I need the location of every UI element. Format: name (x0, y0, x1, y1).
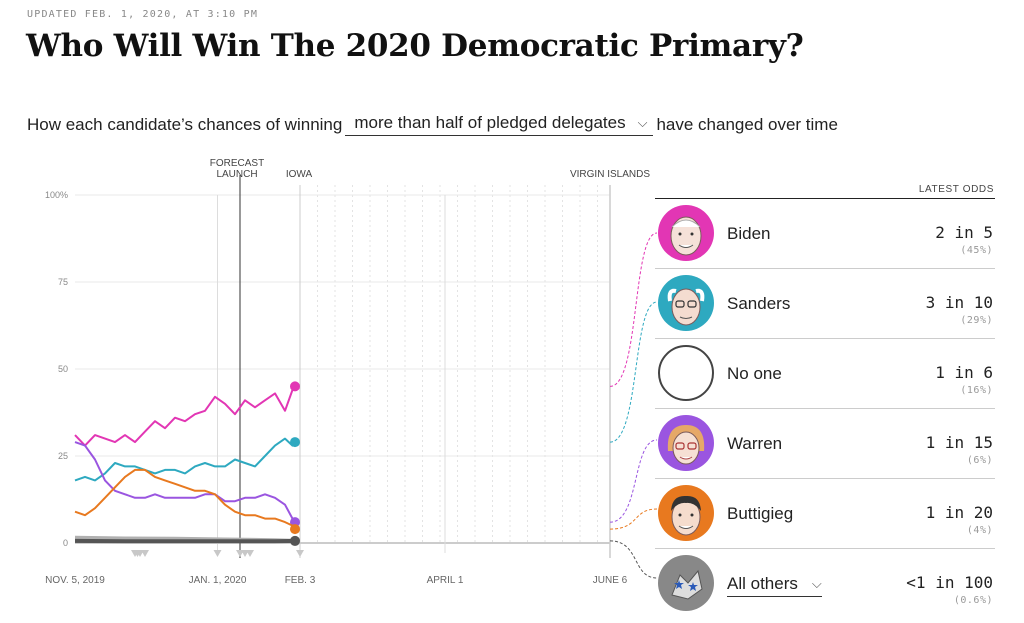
chart-ticks: 100% 75 50 25 0 NOV. 5, 2019 JAN. 1, 2020 FEB. … (45, 190, 628, 586)
y-tick-label: 100% (45, 190, 68, 200)
candidate-row-biden: Biden 2 in 5 (45%) (655, 199, 995, 269)
page-title: Who Will Win The 2020 Democratic Primary… (26, 28, 804, 64)
donkey-icon (671, 569, 703, 600)
candidate-odds: 2 in 5 (935, 223, 993, 242)
candidate-row-sanders: Sanders 3 in 10 (29%) (655, 269, 995, 339)
candidate-odds: <1 in 100 (906, 573, 993, 592)
all-others-label: All others (727, 574, 798, 593)
series-endpoint (290, 524, 300, 535)
x-tick-label: FEB. 3 (285, 575, 316, 586)
sanders-avatar (658, 275, 714, 331)
chevron-down-icon: ⌵ (811, 576, 822, 591)
no-one-avatar (658, 345, 714, 401)
connector-line (609, 232, 658, 387)
y-tick-label: 75 (58, 277, 68, 287)
candidate-pct: (4%) (966, 525, 993, 536)
candidate-row-all-others: All others ⌵ <1 in 100 (0.6%) (655, 549, 995, 618)
panel-connectors (609, 232, 658, 579)
candidate-name: Biden (727, 224, 771, 243)
candidate-odds: 1 in 15 (925, 433, 993, 452)
y-tick-label: 25 (58, 451, 68, 461)
candidate-pct: (16%) (960, 385, 993, 396)
dropout-markers (131, 550, 304, 557)
candidate-pct: (45%) (960, 245, 993, 256)
donkey-avatar (658, 555, 714, 611)
warren-avatar (658, 415, 714, 471)
series-endpoint (290, 437, 300, 448)
biden-avatar (658, 205, 714, 261)
chart-grid (75, 175, 611, 558)
subtitle-prefix: How each candidate’s chances of winning (27, 114, 343, 134)
sanders-face-icon (667, 288, 705, 326)
subtitle: How each candidate’s chances of winning … (27, 113, 838, 136)
virgin-islands-label: VIRGIN ISLANDS (570, 169, 650, 180)
dropout-marker (213, 550, 222, 557)
outcome-dropdown[interactable]: more than half of pledged delegates ⌵ (345, 113, 654, 136)
subtitle-suffix: have changed over time (656, 114, 838, 134)
candidate-name: Sanders (727, 294, 791, 313)
latest-odds-panel: Biden 2 in 5 (45%) Sanders 3 in 10 (29%)… (655, 198, 995, 618)
iowa-label: IOWA (286, 169, 313, 180)
candidate-odds: 3 in 10 (925, 293, 993, 312)
x-tick-label: JAN. 1, 2020 (189, 575, 247, 586)
latest-odds-header: LATEST ODDS (918, 184, 994, 195)
connector-line (609, 508, 658, 530)
candidate-pct: (29%) (960, 315, 993, 326)
candidate-odds: 1 in 6 (935, 363, 993, 382)
connector-line (609, 540, 658, 579)
chart-lines (74, 381, 300, 546)
candidate-pct: (0.6%) (953, 595, 993, 606)
x-tick-label: NOV. 5, 2019 (45, 575, 105, 586)
candidate-name: Buttigieg (727, 504, 794, 523)
forecast-launch-label: FORECAST (210, 158, 264, 169)
updated-timestamp: UPDATED FEB. 1, 2020, AT 3:10 PM (27, 9, 259, 20)
candidate-name: No one (727, 364, 782, 383)
forecast-launch-label-2: LAUNCH (216, 169, 257, 180)
candidate-odds: 1 in 20 (925, 503, 993, 522)
x-tick-label: APRIL 1 (427, 575, 464, 586)
chevron-down-icon: ⌵ (637, 115, 648, 130)
x-tick-label: JUNE 6 (593, 575, 628, 586)
candidate-row-buttigieg: Buttigieg 1 in 20 (4%) (655, 479, 995, 549)
y-tick-label: 50 (58, 364, 68, 374)
y-tick-label: 0 (63, 538, 68, 548)
connector-line (609, 439, 658, 523)
series-line (74, 468, 296, 530)
candidate-pct: (6%) (966, 455, 993, 466)
series-endpoint (290, 381, 300, 392)
dropout-marker (246, 550, 254, 557)
candidate-name: Warren (727, 434, 783, 453)
biden-face-icon (670, 216, 702, 256)
series-line (74, 385, 296, 447)
candidate-row-no-one: No one 1 in 6 (16%) (655, 339, 995, 409)
warren-face-icon (667, 425, 705, 465)
buttigieg-face-icon (671, 495, 701, 536)
series-line (74, 437, 296, 482)
connector-line (609, 301, 658, 443)
buttigieg-avatar (658, 485, 714, 541)
series-line (74, 441, 296, 523)
series-endpoint (290, 535, 300, 546)
all-others-select[interactable]: All others ⌵ (727, 574, 822, 597)
outcome-dropdown-value: more than half of pledged delegates (354, 113, 626, 132)
chart-annotations: FORECAST LAUNCH IOWA VIRGIN ISLANDS (210, 158, 651, 180)
dropout-marker (296, 550, 304, 557)
candidate-row-warren: Warren 1 in 15 (6%) (655, 409, 995, 479)
dropout-marker (141, 550, 149, 557)
